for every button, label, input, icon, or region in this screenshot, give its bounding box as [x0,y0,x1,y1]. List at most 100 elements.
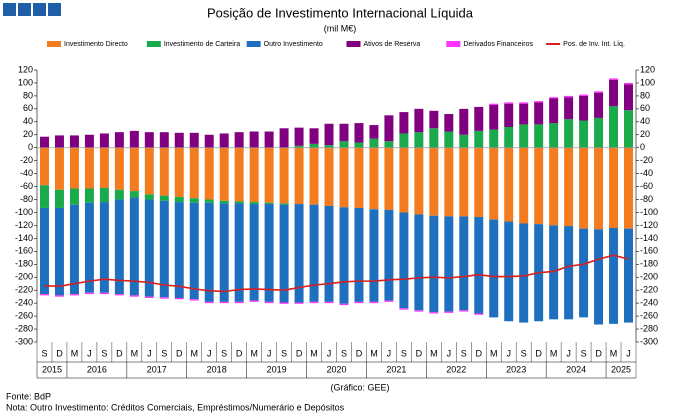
bar-segment [414,214,424,311]
bar-segment [504,103,514,127]
y2-tick-label: 120 [640,64,655,74]
bar-segment [189,132,199,148]
bar-segment [264,301,274,304]
bar-segment [144,132,154,148]
legend-label: Investimento de Carteira [164,41,240,48]
bar-segment [564,95,574,98]
y-tick-label: -40 [20,168,33,178]
bar-segment [519,124,529,148]
x-tick-label: J [147,348,152,358]
bar-segment [189,299,199,301]
bar-segment [504,102,514,104]
y2-tick-label: -40 [640,168,653,178]
bar-segment [594,147,604,230]
y-tick-label: -100 [15,207,33,217]
x-tick-label: S [161,348,167,358]
bar-segment [534,102,544,125]
legend-label: Ativos de Reserva [364,41,421,48]
bar-segment [624,82,634,85]
bar-segment [474,147,484,218]
bar-segment [579,94,589,96]
bar-segment [309,147,319,205]
bar-segment [219,203,229,302]
bar-segment [369,147,379,210]
bar-segment [459,134,469,148]
x-tick-label: M [250,348,258,358]
bar-segment [54,295,64,297]
year-label: 2017 [147,364,167,374]
bar-segment [204,301,214,304]
y2-tick-label: 0 [640,142,645,152]
bar-segment [84,134,94,148]
bar-segment [114,189,124,200]
bar-segment [324,123,334,146]
bar-segment [399,212,409,309]
bar-segment [309,128,319,144]
bar-segment [114,132,124,148]
annotation: (Gráfico: GEE) [330,382,389,392]
logo [3,3,61,16]
bar-segment [219,200,229,204]
bar-segment [354,142,364,148]
bar-segment [309,143,319,148]
bar-segment [69,147,79,189]
bar-segment [474,313,484,315]
year-label: 2018 [207,364,227,374]
bar-segment [309,204,319,302]
bar-segment [39,294,49,296]
bar-segment [624,228,634,323]
y-tick-label: -80 [20,194,33,204]
bar-segment [189,147,199,199]
bar-segment [534,101,544,103]
bar-segment [354,301,364,304]
y2-tick-label: -220 [640,285,658,295]
bar-segment [354,123,364,143]
bar-segment [294,145,304,148]
bar-segment [309,301,319,304]
bar-segment [39,136,49,148]
bar-segment [159,132,169,148]
bar-segment [354,207,364,302]
year-label: 2024 [566,364,586,374]
x-tick-label: D [356,348,363,358]
y2-tick-label: -20 [640,155,653,165]
bar-segment [39,185,49,208]
x-tick-label: S [461,348,467,358]
bar-segment [594,117,604,148]
y2-tick-label: -120 [640,220,658,230]
bar-segment [594,91,604,93]
y2-tick-label: -140 [640,233,658,243]
bar-segment [384,141,394,148]
bar-segment [594,229,604,325]
y2-tick-label: -300 [640,336,658,346]
x-tick-label: J [327,348,332,358]
bar-segment [369,125,379,139]
y-tick-label: -200 [15,272,33,282]
x-tick-label: J [447,348,452,358]
bar-segment [399,133,409,148]
bar-segment [69,188,79,205]
y2-tick-label: 20 [640,129,650,139]
legend-swatch [346,41,361,47]
year-label: 2021 [386,364,406,374]
bar-segment [489,129,499,148]
bar-segment [384,209,394,301]
bar-segment [384,300,394,302]
bar-segment [99,292,109,295]
bar-segment [234,201,244,204]
x-tick-label: D [56,348,63,358]
bar-segment [519,147,529,224]
bar-segment [249,202,259,205]
bar-segment [249,300,259,302]
y-tick-label: 0 [28,142,33,152]
bar-segment [204,202,214,302]
year-label: 2019 [267,364,287,374]
year-label: 2015 [42,364,62,374]
y-tick-label: 120 [18,64,33,74]
y2-tick-label: -60 [640,181,653,191]
x-tick-label: J [267,348,272,358]
bar-segment [519,103,529,125]
bar-segment [279,128,289,148]
bar-segment [549,225,559,320]
bar-segment [99,202,109,293]
